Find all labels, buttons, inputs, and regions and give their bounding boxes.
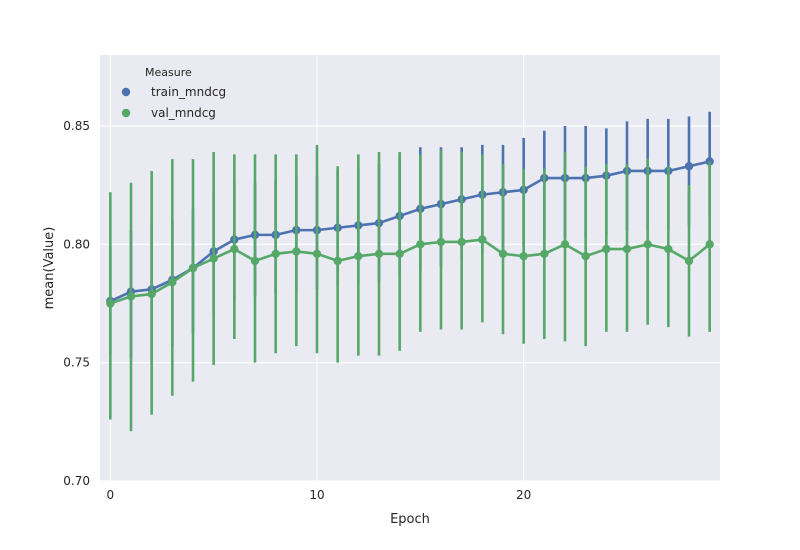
data-point	[333, 256, 342, 266]
legend-label-val: val_mndcg	[151, 106, 216, 120]
data-point	[354, 251, 363, 261]
data-point	[395, 249, 404, 258]
data-point	[457, 237, 466, 247]
x-tick-label: 0	[107, 488, 115, 502]
y-tick-label: 0.75	[63, 356, 90, 370]
x-tick-label: 20	[516, 488, 531, 502]
y-tick-label: 0.80	[63, 237, 90, 251]
data-point	[271, 249, 280, 258]
data-point	[705, 240, 714, 249]
data-point	[560, 240, 570, 249]
legend-marker-val	[121, 108, 131, 118]
data-point	[188, 263, 198, 273]
x-axis-title: Epoch	[390, 512, 430, 527]
data-point	[374, 249, 384, 258]
data-point	[416, 240, 425, 249]
series-val_mndcg	[106, 144, 714, 432]
x-tick-label: 10	[309, 488, 324, 502]
data-point	[436, 237, 446, 247]
data-point	[540, 249, 549, 258]
data-point	[622, 244, 632, 254]
data-point	[292, 247, 301, 256]
data-point	[147, 289, 156, 299]
data-point	[581, 251, 590, 261]
data-point	[209, 254, 218, 263]
data-point	[126, 292, 136, 301]
legend-label-train: train_mndcg	[151, 85, 226, 99]
data-point	[519, 251, 528, 261]
data-point	[684, 162, 694, 171]
data-point	[312, 249, 322, 258]
y-tick-label: 0.85	[63, 119, 90, 133]
data-point	[602, 244, 611, 254]
data-point	[230, 244, 239, 254]
data-point	[106, 299, 115, 308]
data-point	[478, 235, 487, 244]
data-point	[664, 244, 673, 254]
data-point	[498, 249, 508, 258]
legend-marker-train	[121, 87, 131, 97]
data-point	[250, 256, 260, 266]
data-point	[168, 278, 177, 287]
legend: Measure train_mndcg val_mndcg	[121, 66, 226, 120]
series-layer	[106, 111, 714, 432]
data-point	[684, 256, 694, 266]
data-point	[643, 240, 652, 249]
legend-title: Measure	[145, 66, 192, 79]
y-tick-label: 0.70	[63, 474, 90, 488]
tick-labels: 0.70 0.75 0.80 0.85 0 10 20	[63, 119, 531, 502]
y-axis-title: mean(Value)	[42, 227, 57, 310]
